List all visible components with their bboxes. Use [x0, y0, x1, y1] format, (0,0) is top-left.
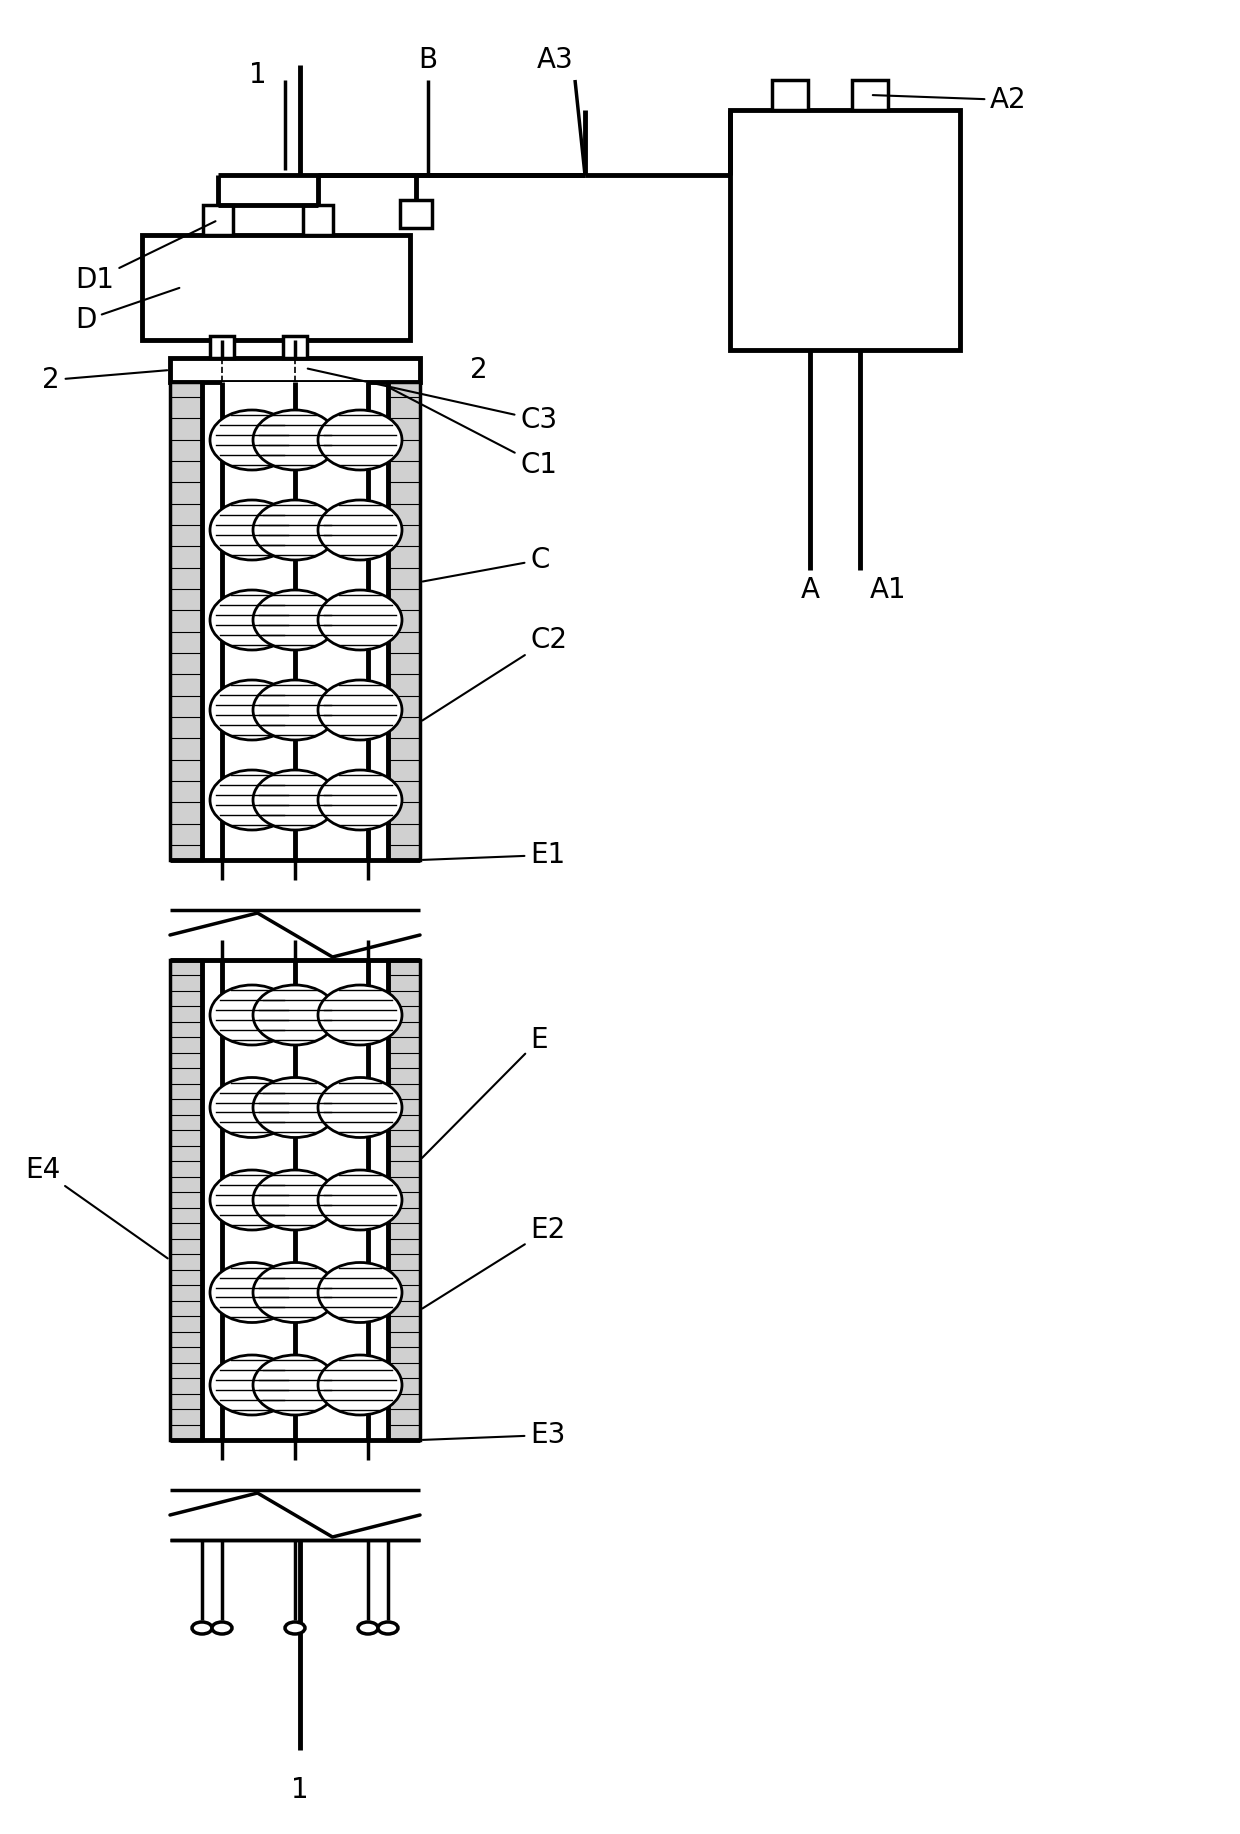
- Ellipse shape: [317, 985, 402, 1045]
- Text: C: C: [423, 547, 549, 581]
- Ellipse shape: [358, 1621, 378, 1634]
- Text: D: D: [74, 288, 180, 334]
- Bar: [401, 200, 432, 227]
- Bar: [170, 959, 202, 1440]
- Bar: [143, 235, 410, 339]
- Ellipse shape: [317, 501, 402, 559]
- Ellipse shape: [253, 1355, 337, 1416]
- Text: 2: 2: [470, 356, 487, 383]
- Bar: [730, 110, 960, 350]
- Text: A3: A3: [537, 46, 573, 73]
- Bar: [303, 205, 334, 235]
- Ellipse shape: [210, 591, 294, 649]
- Text: 1: 1: [249, 61, 267, 90]
- Ellipse shape: [210, 1170, 294, 1231]
- Ellipse shape: [317, 1170, 402, 1231]
- Text: A1: A1: [870, 576, 906, 603]
- Ellipse shape: [210, 411, 294, 470]
- Bar: [222, 959, 368, 1440]
- Ellipse shape: [210, 985, 294, 1045]
- Text: C2: C2: [423, 625, 567, 721]
- Ellipse shape: [253, 985, 337, 1045]
- Ellipse shape: [210, 1078, 294, 1137]
- Ellipse shape: [253, 1262, 337, 1322]
- Bar: [388, 381, 420, 860]
- Ellipse shape: [378, 1621, 398, 1634]
- Ellipse shape: [210, 1355, 294, 1416]
- Text: E1: E1: [423, 842, 565, 869]
- Bar: [388, 959, 420, 1440]
- Bar: [222, 381, 368, 860]
- Text: C1: C1: [391, 389, 557, 479]
- Ellipse shape: [253, 411, 337, 470]
- Ellipse shape: [317, 1078, 402, 1137]
- Bar: [773, 81, 808, 110]
- Ellipse shape: [210, 770, 294, 831]
- Ellipse shape: [253, 770, 337, 831]
- Ellipse shape: [317, 770, 402, 831]
- Ellipse shape: [253, 501, 337, 559]
- Text: A: A: [801, 576, 820, 603]
- Ellipse shape: [210, 501, 294, 559]
- Text: E4: E4: [25, 1155, 167, 1258]
- Ellipse shape: [192, 1621, 212, 1634]
- Text: E3: E3: [423, 1421, 565, 1449]
- Text: C3: C3: [308, 369, 557, 435]
- Ellipse shape: [317, 680, 402, 739]
- Ellipse shape: [317, 1262, 402, 1322]
- Bar: [170, 358, 420, 381]
- Bar: [283, 336, 308, 358]
- Ellipse shape: [317, 1355, 402, 1416]
- Text: D1: D1: [74, 222, 216, 293]
- Bar: [852, 81, 888, 110]
- Ellipse shape: [317, 411, 402, 470]
- Text: E: E: [422, 1025, 548, 1157]
- Ellipse shape: [253, 1170, 337, 1231]
- Ellipse shape: [212, 1621, 232, 1634]
- Ellipse shape: [253, 591, 337, 649]
- Ellipse shape: [253, 1078, 337, 1137]
- Bar: [170, 381, 202, 860]
- Text: B: B: [418, 46, 438, 73]
- Text: 2: 2: [42, 367, 167, 394]
- Bar: [210, 336, 234, 358]
- Ellipse shape: [317, 591, 402, 649]
- Bar: [203, 205, 233, 235]
- Text: 1: 1: [291, 1775, 309, 1805]
- Ellipse shape: [253, 680, 337, 739]
- Ellipse shape: [285, 1621, 305, 1634]
- Text: E2: E2: [423, 1216, 565, 1308]
- Ellipse shape: [210, 1262, 294, 1322]
- Text: A2: A2: [873, 86, 1027, 114]
- Ellipse shape: [210, 680, 294, 739]
